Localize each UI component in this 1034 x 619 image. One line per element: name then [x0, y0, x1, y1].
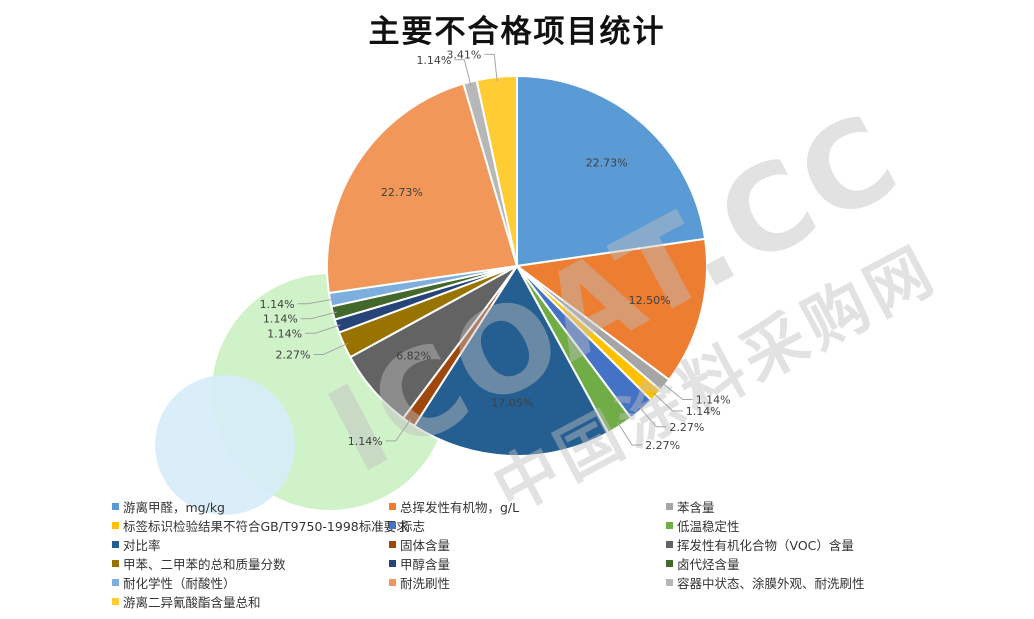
legend-swatch	[666, 522, 673, 529]
legend-swatch	[389, 541, 396, 548]
data-label: 3.41%	[446, 48, 481, 61]
legend-swatch	[666, 579, 673, 586]
leader-line	[385, 418, 412, 442]
legend-item: 卤代烃含量	[666, 555, 966, 572]
legend-swatch	[389, 503, 396, 510]
legend-label: 卤代烃含量	[677, 557, 740, 572]
legend-item: 标志	[389, 517, 666, 534]
chart-title: 主要不合格项目统计	[368, 14, 666, 50]
leader-line	[661, 382, 693, 400]
legend-swatch	[389, 579, 396, 586]
legend-item: 容器中状态、涂膜外观、耐洗刷性	[666, 574, 966, 591]
legend-label: 对比率	[123, 538, 161, 553]
legend-label: 容器中状态、涂膜外观、耐洗刷性	[677, 576, 865, 591]
data-label: 1.14%	[260, 298, 295, 311]
legend-swatch	[112, 541, 119, 548]
legend-item: 低温稳定性	[666, 517, 966, 534]
legend-swatch	[112, 598, 119, 605]
legend-swatch	[112, 579, 119, 586]
legend-label: 耐化学性（耐酸性）	[123, 576, 236, 591]
legend-swatch	[666, 541, 673, 548]
legend-label: 低温稳定性	[677, 519, 740, 534]
data-label: 1.14%	[696, 394, 731, 407]
legend-item: 对比率	[112, 536, 389, 553]
pie-slice	[514, 237, 708, 382]
leader-line	[484, 53, 498, 81]
legend-label: 标签标识检验结果不符合GB/T9750-1998标准要求	[123, 519, 409, 534]
leader-line	[638, 406, 667, 428]
leader-line	[454, 59, 472, 86]
legend-label: 游离甲醛，mg/kg	[123, 500, 225, 515]
legend-swatch	[389, 522, 396, 529]
legend-item: 甲醇含量	[389, 555, 666, 572]
legend-label: 固体含量	[400, 538, 451, 553]
legend-swatch	[112, 560, 119, 567]
legend-item: 游离二异氰酸酯含量总和	[112, 593, 389, 610]
leader-line	[617, 422, 643, 446]
leader-line	[313, 342, 348, 355]
legend-swatch	[112, 503, 119, 510]
data-label: 1.14%	[267, 327, 302, 340]
watermark-circle-blue	[155, 375, 295, 515]
legend-swatch	[389, 560, 396, 567]
leader-line	[652, 392, 683, 412]
data-label: 22.73%	[586, 157, 628, 170]
legend-item: 固体含量	[389, 536, 666, 553]
data-label: 17.05%	[491, 397, 533, 410]
data-label: 2.27%	[645, 439, 680, 452]
data-label: 1.14%	[263, 313, 298, 326]
legend: 游离甲醛，mg/kg 总挥发性有机物，g/L 苯含量标签标识检验结果不符合GB/T9…	[112, 498, 1012, 610]
legend-swatch	[666, 560, 673, 567]
data-label: 1.14%	[348, 435, 383, 448]
legend-label: 苯含量	[677, 500, 715, 515]
leader-line	[300, 311, 337, 320]
data-label: 6.82%	[396, 350, 431, 363]
legend-item: 挥发性有机化合物（VOC）含量	[666, 536, 966, 553]
data-label: 2.27%	[276, 349, 311, 362]
legend-label: 标志	[400, 519, 426, 534]
legend-label: 总挥发性有机物，g/L	[400, 500, 520, 515]
legend-item: 标签标识检验结果不符合GB/T9750-1998标准要求	[112, 517, 409, 534]
legend-label: 甲苯、二甲苯的总和质量分数	[123, 557, 286, 572]
pie-slice	[326, 82, 519, 295]
legend-swatch	[112, 522, 119, 529]
legend-item: 苯含量	[666, 498, 966, 515]
legend-label: 游离二异氰酸酯含量总和	[123, 595, 261, 610]
data-label: 12.50%	[629, 294, 671, 307]
legend-label: 耐洗刷性	[400, 576, 451, 591]
legend-item: 耐化学性（耐酸性）	[112, 574, 389, 591]
pie-slice	[412, 264, 610, 457]
legend-label: 挥发性有机化合物（VOC）含量	[677, 538, 854, 553]
data-label: 1.14%	[686, 405, 721, 418]
pie-slice	[516, 74, 707, 268]
legend-item: 游离甲醛，mg/kg	[112, 498, 389, 515]
legend-swatch	[666, 503, 673, 510]
legend-item: 耐洗刷性	[389, 574, 666, 591]
data-label: 22.73%	[381, 186, 423, 199]
legend-item: 甲苯、二甲苯的总和质量分数	[112, 555, 389, 572]
leader-line	[305, 324, 341, 334]
data-label: 2.27%	[669, 421, 704, 434]
leader-line	[297, 298, 334, 305]
legend-label: 甲醇含量	[400, 557, 451, 572]
legend-item: 总挥发性有机物，g/L	[389, 498, 666, 515]
data-label: 1.14%	[416, 54, 451, 67]
